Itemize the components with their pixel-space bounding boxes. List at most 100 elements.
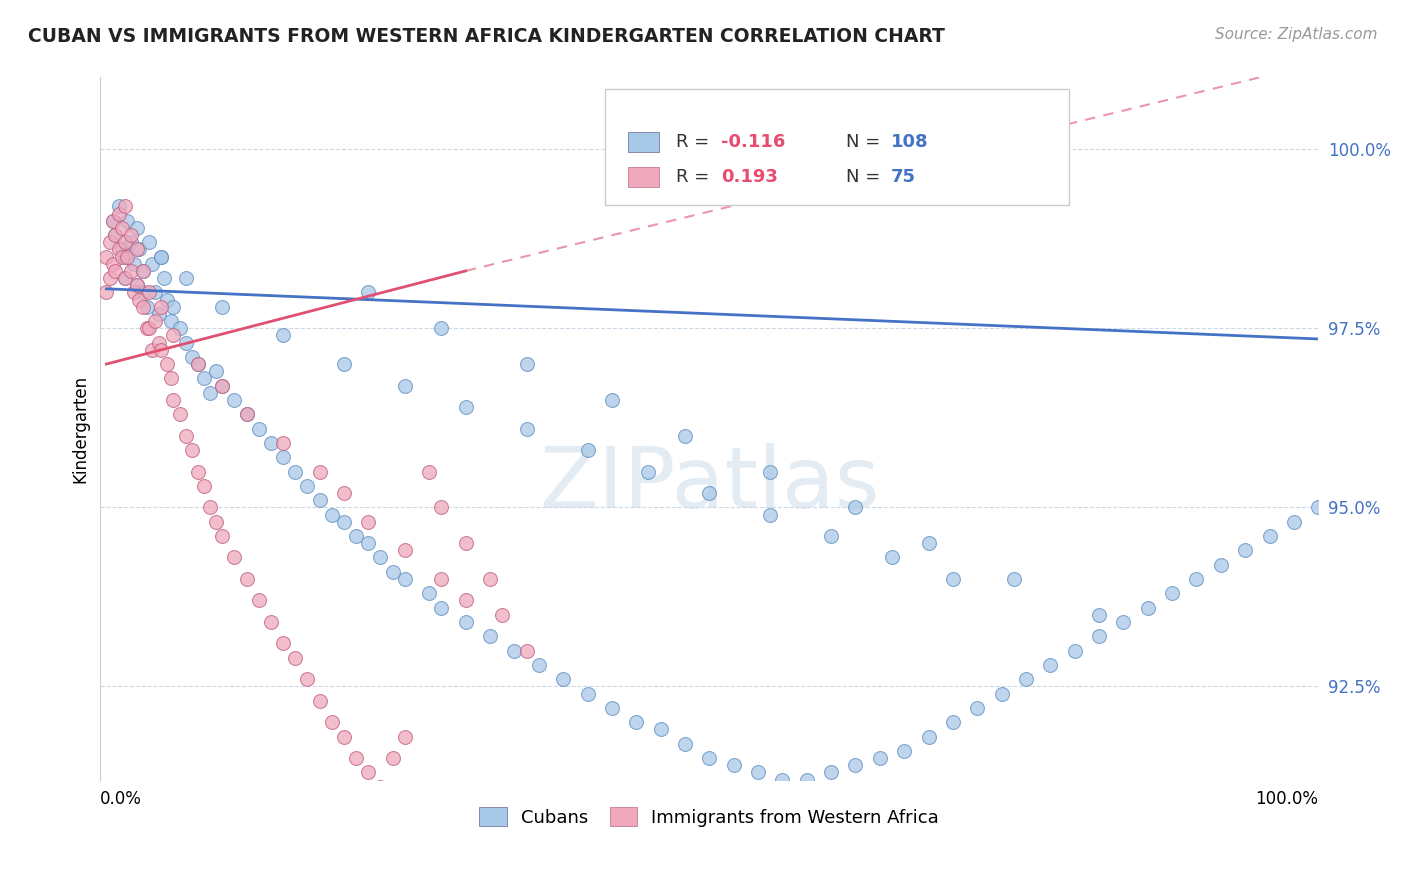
Point [107, 206, 129, 220]
Point [430, 500, 453, 515]
Point [820, 765, 842, 780]
Point [150, 343, 173, 357]
Point [247, 593, 270, 607]
Point [297, 673, 319, 687]
Point [357, 515, 380, 529]
Point [104, 228, 127, 243]
Point [150, 250, 173, 264]
Point [333, 357, 356, 371]
Point [235, 407, 257, 421]
Point [759, 465, 782, 479]
Point [650, 723, 672, 737]
Text: CUBAN VS IMMIGRANTS FROM WESTERN AFRICA KINDERGARTEN CORRELATION CHART: CUBAN VS IMMIGRANTS FROM WESTERN AFRICA … [28, 27, 945, 45]
Point [98, 235, 121, 250]
Point [747, 765, 769, 780]
Point [1282, 515, 1305, 529]
Point [308, 465, 330, 479]
Point [1088, 629, 1111, 643]
Text: N =: N = [845, 133, 886, 151]
Point [1185, 572, 1208, 586]
Point [553, 673, 575, 687]
Point [224, 550, 246, 565]
Point [211, 378, 233, 392]
Point [174, 335, 197, 350]
Point [162, 300, 184, 314]
Point [120, 235, 142, 250]
Point [180, 443, 202, 458]
Point [942, 572, 965, 586]
Text: ZIPatlas: ZIPatlas [538, 443, 880, 526]
Point [224, 392, 246, 407]
Point [101, 213, 124, 227]
Point [156, 357, 179, 371]
Point [990, 687, 1012, 701]
Point [1015, 673, 1038, 687]
Point [198, 500, 221, 515]
Point [600, 392, 623, 407]
Point [107, 243, 129, 257]
Point [125, 220, 148, 235]
Point [205, 364, 228, 378]
Text: Source: ZipAtlas.com: Source: ZipAtlas.com [1215, 27, 1378, 42]
Point [1308, 500, 1330, 515]
Point [180, 350, 202, 364]
Point [527, 657, 550, 672]
Point [143, 314, 166, 328]
Point [1161, 586, 1184, 600]
Point [394, 572, 416, 586]
Point [111, 220, 134, 235]
Point [723, 758, 745, 772]
Point [333, 730, 356, 744]
Point [1063, 643, 1085, 657]
Point [430, 572, 453, 586]
Point [479, 572, 502, 586]
Point [150, 300, 173, 314]
Point [169, 321, 191, 335]
Point [1112, 615, 1135, 629]
Point [820, 529, 842, 543]
Point [120, 264, 142, 278]
Point [308, 694, 330, 708]
Point [479, 629, 502, 643]
Point [381, 565, 404, 579]
Point [162, 328, 184, 343]
Point [418, 465, 440, 479]
Point [187, 357, 209, 371]
Point [394, 543, 416, 558]
Point [211, 529, 233, 543]
Point [321, 715, 343, 730]
Point [211, 300, 233, 314]
Point [138, 235, 160, 250]
Point [503, 643, 526, 657]
Point [673, 737, 696, 751]
Point [600, 701, 623, 715]
Point [637, 465, 659, 479]
Text: R =: R = [676, 169, 716, 186]
Point [169, 407, 191, 421]
Point [114, 250, 136, 264]
Point [101, 213, 124, 227]
Point [96, 285, 118, 300]
Point [394, 730, 416, 744]
Point [111, 243, 134, 257]
Text: 108: 108 [890, 133, 928, 151]
Point [394, 378, 416, 392]
Point [115, 250, 138, 264]
Point [160, 314, 183, 328]
Point [150, 250, 173, 264]
Point [1088, 607, 1111, 622]
Y-axis label: Kindergarten: Kindergarten [72, 375, 89, 483]
Point [125, 243, 148, 257]
Point [454, 536, 477, 550]
Point [132, 264, 155, 278]
Point [381, 751, 404, 765]
Point [1002, 572, 1025, 586]
Point [271, 328, 294, 343]
Point [869, 751, 891, 765]
Point [174, 428, 197, 442]
Point [132, 300, 155, 314]
Point [516, 643, 538, 657]
Point [111, 250, 134, 264]
Point [917, 536, 939, 550]
Point [1136, 600, 1159, 615]
